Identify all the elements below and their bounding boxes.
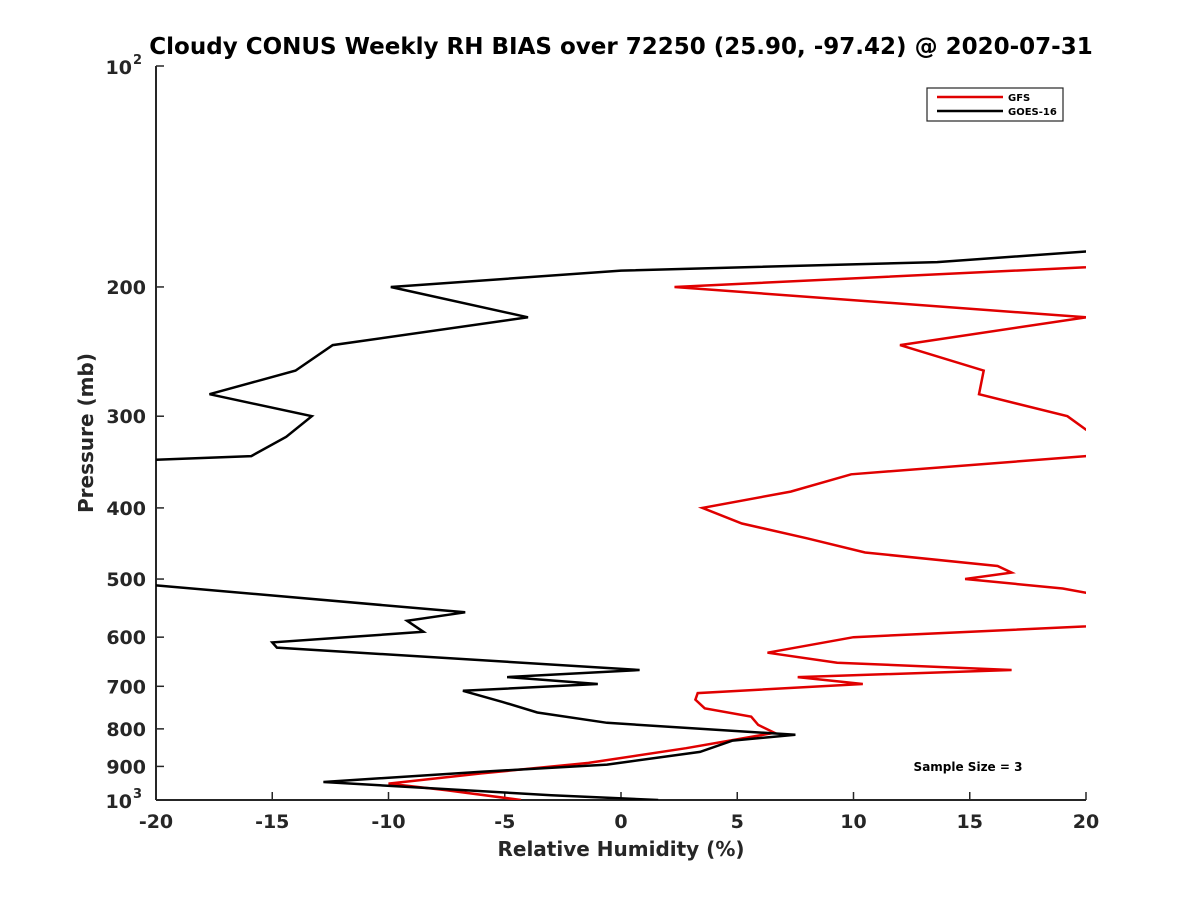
- y-axis-label: Pressure (mb): [74, 353, 98, 513]
- y-tick-label: 200: [106, 277, 146, 299]
- legend-label-goes-16: GOES-16: [1008, 107, 1057, 118]
- x-tick-label: -10: [371, 811, 405, 833]
- y-tick-label: 800: [106, 719, 146, 741]
- y-tick-label: 400: [106, 498, 146, 520]
- y-end-tick-bottom-base: 10: [106, 791, 132, 813]
- x-axis-ticks: -20 -15 -10 -5 0 5 10 15 20: [139, 792, 1099, 833]
- x-tick-label: 20: [1073, 811, 1099, 833]
- y-end-tick-bottom: 10 3: [106, 787, 143, 813]
- legend: GFS GOES-16: [926, 87, 1064, 122]
- x-tick-label: 15: [957, 811, 983, 833]
- x-tick-label: 0: [614, 811, 627, 833]
- y-end-tick-bottom-exp: 3: [133, 787, 142, 802]
- y-tick-label: 300: [106, 406, 146, 428]
- x-tick-label: -5: [494, 811, 515, 833]
- sample-size-annotation: Sample Size = 3: [914, 760, 1023, 774]
- y-end-tick-top-base: 10: [106, 57, 132, 79]
- y-axis-ticks: 200 300 400 500 600 700 800 900: [106, 277, 164, 778]
- legend-label-gfs: GFS: [1008, 93, 1030, 104]
- series-line-gfs: [388, 265, 1086, 800]
- legend-box: [926, 87, 1064, 122]
- x-tick-label: -15: [255, 811, 289, 833]
- y-tick-label: 600: [106, 627, 146, 649]
- x-tick-label: -20: [139, 811, 173, 833]
- chart-title: Cloudy CONUS Weekly RH BIAS over 72250 (…: [149, 34, 1092, 60]
- y-end-tick-top-exp: 2: [133, 53, 142, 68]
- y-tick-label: 900: [106, 756, 146, 778]
- x-tick-label: 10: [840, 811, 866, 833]
- series-line-goes-16: [156, 250, 1086, 800]
- x-tick-label: 5: [731, 811, 744, 833]
- y-tick-label: 500: [106, 569, 146, 591]
- y-tick-label: 700: [106, 676, 146, 698]
- y-end-tick-top: 10 2: [106, 53, 164, 79]
- x-axis-label: Relative Humidity (%): [497, 837, 744, 861]
